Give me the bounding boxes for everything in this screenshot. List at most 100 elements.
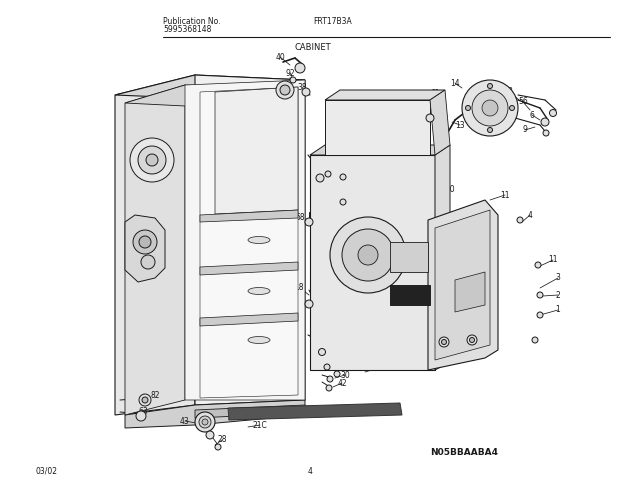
Circle shape bbox=[206, 431, 214, 439]
Polygon shape bbox=[325, 90, 445, 100]
Text: 36: 36 bbox=[351, 156, 361, 165]
Circle shape bbox=[139, 394, 151, 406]
Circle shape bbox=[215, 444, 221, 450]
Circle shape bbox=[146, 154, 158, 166]
Polygon shape bbox=[390, 242, 428, 272]
Text: 4: 4 bbox=[308, 467, 312, 476]
Circle shape bbox=[517, 217, 523, 223]
Text: FRT17B3A: FRT17B3A bbox=[313, 17, 352, 26]
Text: 6: 6 bbox=[529, 110, 534, 120]
Text: 40: 40 bbox=[275, 52, 285, 61]
Text: 41: 41 bbox=[213, 192, 223, 201]
Text: 28: 28 bbox=[217, 435, 227, 444]
Text: 5995368148: 5995368148 bbox=[163, 25, 211, 34]
Circle shape bbox=[442, 339, 447, 345]
Polygon shape bbox=[435, 145, 450, 370]
Text: 11: 11 bbox=[500, 191, 509, 200]
Circle shape bbox=[470, 337, 474, 343]
Circle shape bbox=[543, 130, 549, 136]
Polygon shape bbox=[200, 210, 298, 222]
Circle shape bbox=[139, 236, 151, 248]
Circle shape bbox=[467, 335, 477, 345]
Circle shape bbox=[342, 229, 394, 281]
Circle shape bbox=[537, 312, 543, 318]
Ellipse shape bbox=[248, 288, 270, 295]
Polygon shape bbox=[228, 403, 402, 420]
Polygon shape bbox=[435, 210, 490, 360]
Circle shape bbox=[141, 255, 155, 269]
Text: 12: 12 bbox=[355, 358, 365, 367]
Text: 58: 58 bbox=[295, 214, 305, 223]
Circle shape bbox=[462, 80, 518, 136]
Polygon shape bbox=[430, 90, 450, 155]
Circle shape bbox=[133, 230, 157, 254]
Text: 12A: 12A bbox=[371, 363, 385, 372]
Text: 8: 8 bbox=[508, 87, 513, 96]
Polygon shape bbox=[200, 313, 298, 326]
Polygon shape bbox=[125, 85, 280, 108]
Text: 82: 82 bbox=[150, 392, 160, 400]
Text: 21C: 21C bbox=[253, 420, 268, 430]
Polygon shape bbox=[125, 85, 185, 415]
Polygon shape bbox=[195, 75, 305, 405]
Text: 38: 38 bbox=[297, 83, 307, 92]
Circle shape bbox=[439, 337, 449, 347]
Circle shape bbox=[465, 106, 470, 110]
Circle shape bbox=[532, 337, 538, 343]
Text: 10: 10 bbox=[445, 185, 455, 194]
Polygon shape bbox=[125, 400, 305, 428]
Circle shape bbox=[316, 174, 324, 182]
Polygon shape bbox=[455, 272, 485, 312]
Circle shape bbox=[537, 292, 543, 298]
Text: 41: 41 bbox=[257, 156, 267, 165]
Text: 21C: 21C bbox=[228, 412, 243, 421]
Polygon shape bbox=[115, 75, 305, 100]
Text: 61: 61 bbox=[430, 88, 440, 97]
Circle shape bbox=[472, 90, 508, 126]
Polygon shape bbox=[390, 285, 430, 305]
Text: 56: 56 bbox=[343, 348, 353, 357]
Polygon shape bbox=[125, 215, 165, 282]
Text: 72: 72 bbox=[380, 407, 390, 416]
Circle shape bbox=[535, 262, 541, 268]
Circle shape bbox=[195, 412, 215, 432]
Text: 59: 59 bbox=[355, 168, 365, 177]
Text: 3: 3 bbox=[556, 274, 561, 283]
Text: 34: 34 bbox=[335, 327, 345, 336]
Polygon shape bbox=[200, 262, 298, 275]
Polygon shape bbox=[185, 80, 305, 400]
Circle shape bbox=[290, 77, 296, 83]
Circle shape bbox=[276, 81, 294, 99]
Circle shape bbox=[330, 217, 406, 293]
Circle shape bbox=[295, 63, 305, 73]
Text: 81: 81 bbox=[485, 336, 495, 345]
Text: 35: 35 bbox=[363, 151, 373, 159]
Polygon shape bbox=[310, 155, 435, 370]
Text: 60: 60 bbox=[367, 176, 377, 184]
Text: 22: 22 bbox=[202, 160, 212, 169]
Text: 42: 42 bbox=[337, 379, 347, 387]
Circle shape bbox=[482, 100, 498, 116]
Circle shape bbox=[358, 245, 378, 265]
Polygon shape bbox=[310, 145, 450, 155]
Circle shape bbox=[305, 300, 313, 308]
Text: 35A: 35A bbox=[335, 145, 349, 155]
Text: 2: 2 bbox=[556, 290, 561, 300]
Circle shape bbox=[319, 348, 326, 356]
Text: 11: 11 bbox=[548, 255, 557, 264]
Text: Publication No.: Publication No. bbox=[163, 17, 221, 26]
Polygon shape bbox=[200, 87, 298, 398]
Polygon shape bbox=[428, 200, 498, 370]
Text: CABINET: CABINET bbox=[294, 43, 332, 52]
Circle shape bbox=[327, 376, 333, 382]
Circle shape bbox=[305, 218, 313, 226]
Circle shape bbox=[130, 138, 174, 182]
Text: 58: 58 bbox=[415, 219, 425, 228]
Text: 63: 63 bbox=[138, 408, 148, 417]
Polygon shape bbox=[325, 100, 430, 155]
Circle shape bbox=[550, 109, 557, 117]
Polygon shape bbox=[215, 87, 298, 214]
Circle shape bbox=[541, 118, 549, 126]
Text: 9: 9 bbox=[523, 125, 527, 134]
Ellipse shape bbox=[248, 336, 270, 344]
